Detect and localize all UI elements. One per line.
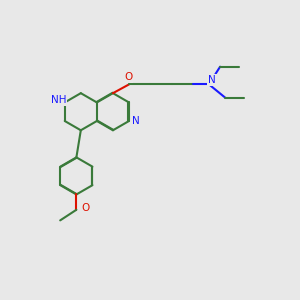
Text: NH: NH <box>50 95 66 105</box>
Text: O: O <box>81 203 89 213</box>
Text: N: N <box>132 116 140 126</box>
Text: N: N <box>208 75 216 85</box>
Text: O: O <box>124 72 133 82</box>
